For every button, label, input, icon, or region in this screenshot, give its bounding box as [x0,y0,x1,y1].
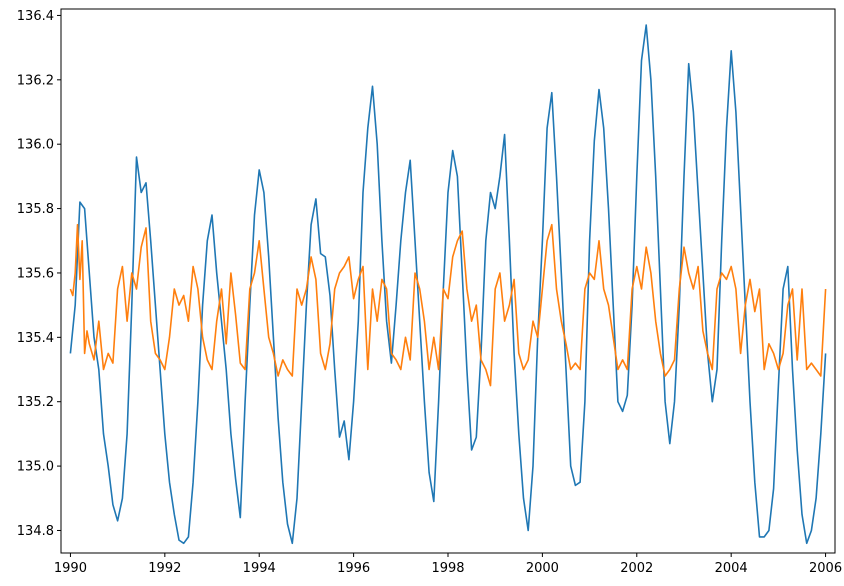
y-tick-label: 135.8 [17,202,54,217]
x-axis-ticks: 1990 1992 1994 1996 1998 2000 2002 2004 2006 [54,553,842,576]
x-tick-label: 1996 [337,561,370,576]
y-tick-label: 136.0 [17,138,54,153]
y-tick-label: 136.4 [17,9,54,24]
x-tick-label: 1992 [148,561,181,576]
y-tick-label: 135.0 [17,460,54,475]
series-line-2 [69,223,827,387]
y-tick-label: 135.4 [17,331,54,346]
y-tick-label: 134.8 [17,524,54,539]
x-tick-label: 2006 [809,561,842,576]
x-tick-label: 1994 [243,561,276,576]
x-tick-label: 1990 [54,561,87,576]
series-layer [69,24,827,545]
x-tick-label: 1998 [431,561,464,576]
y-tick-label: 135.2 [17,395,54,410]
y-axis-ticks: 134.8 135.0 135.2 135.4 135.6 135.8 136.0 136.2… [17,9,61,539]
y-tick-label: 136.2 [17,73,54,88]
series-line-1 [69,24,827,545]
x-tick-label: 2002 [620,561,653,576]
y-tick-label: 135.6 [17,266,54,281]
x-tick-label: 2000 [526,561,559,576]
x-tick-label: 2004 [715,561,748,576]
